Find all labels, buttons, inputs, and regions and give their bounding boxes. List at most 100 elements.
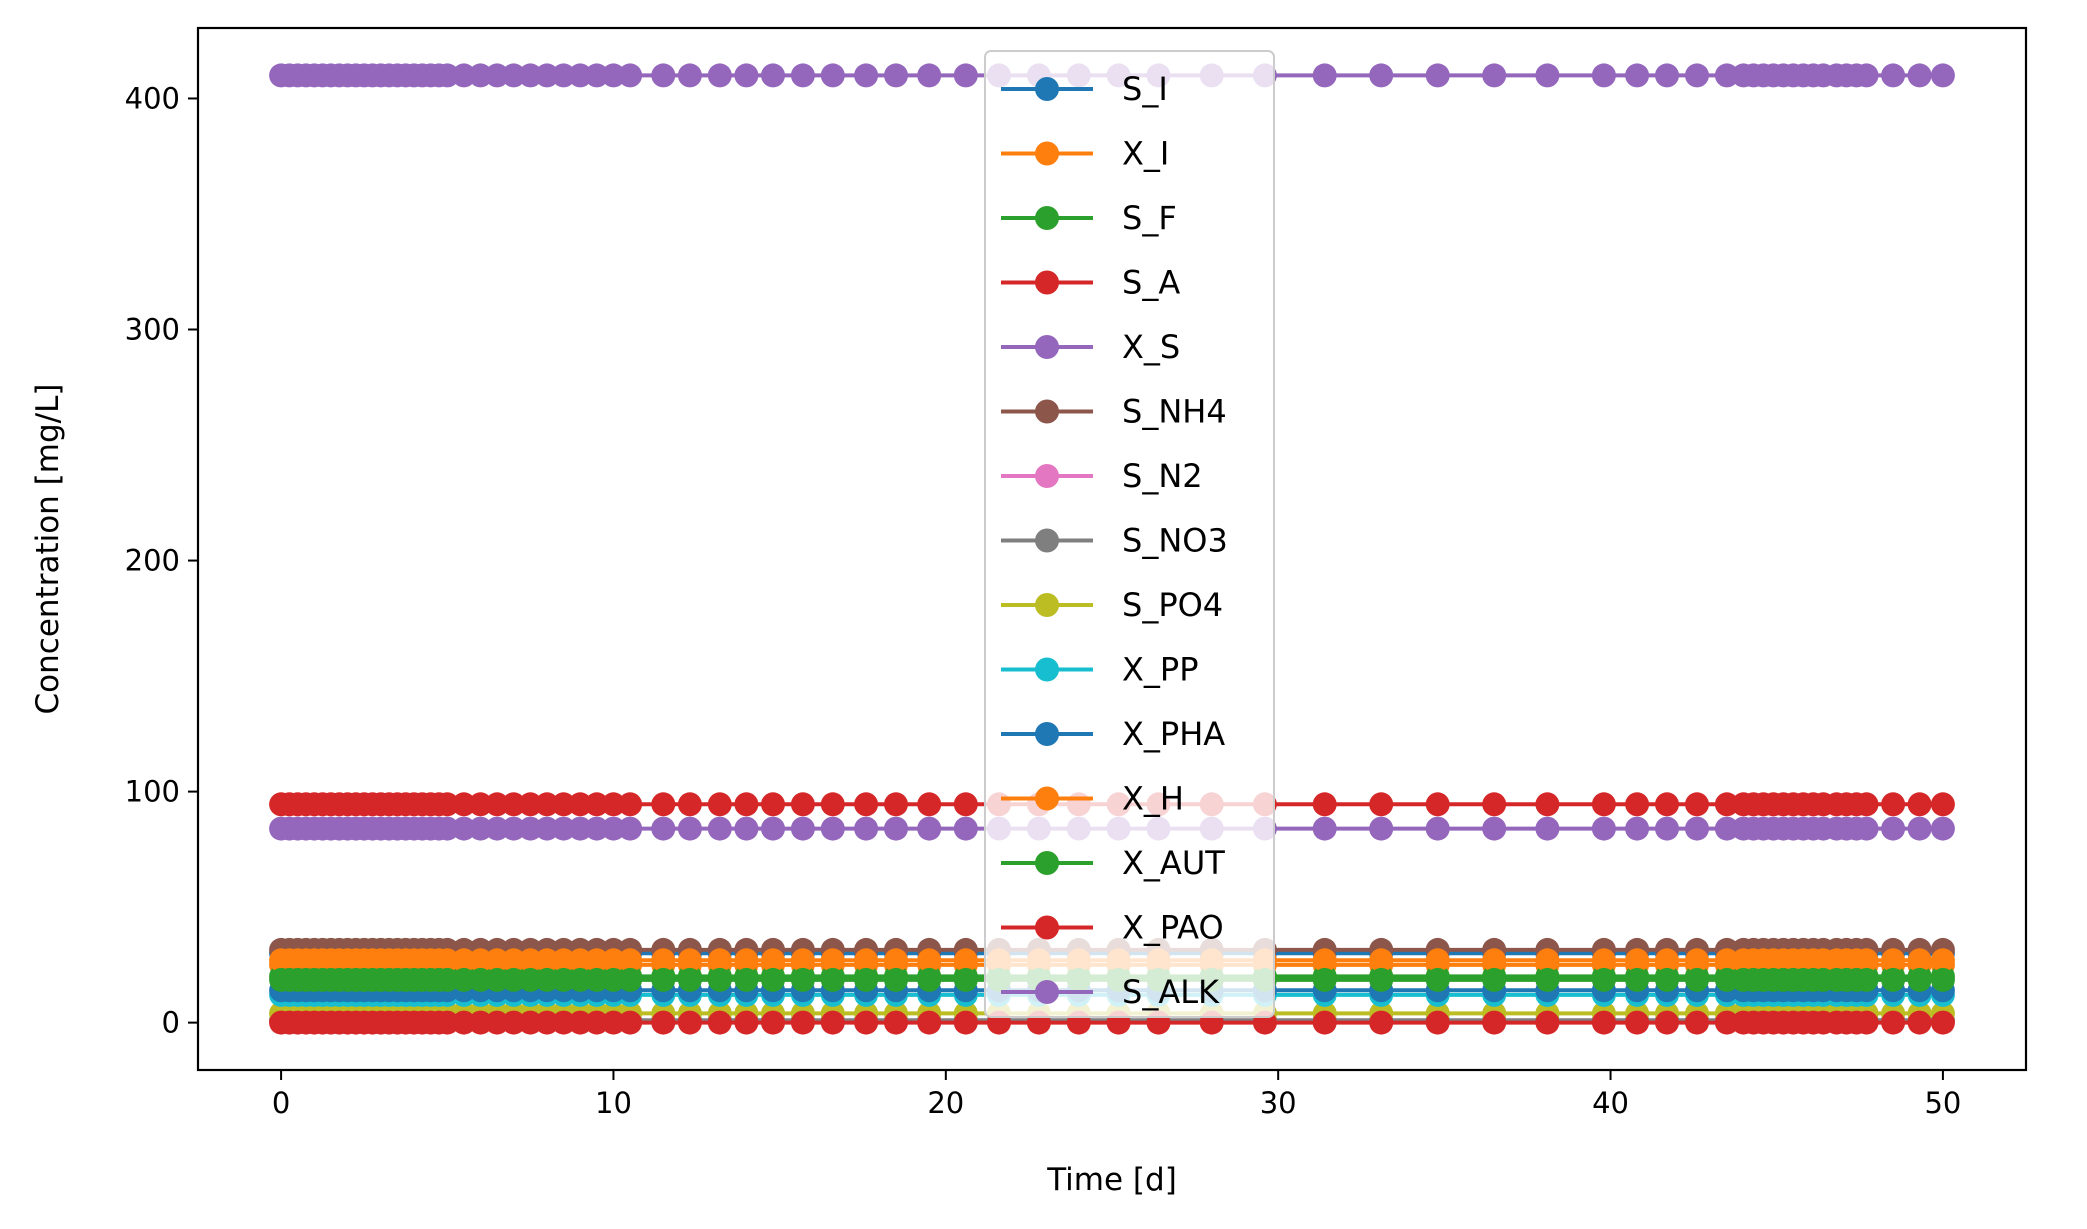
data-point — [1535, 63, 1560, 88]
data-point — [485, 63, 510, 88]
data-point — [601, 1010, 626, 1035]
data-point — [435, 816, 460, 841]
legend-box — [984, 50, 1275, 1018]
plot-frame — [196, 26, 2028, 1072]
data-point — [501, 967, 526, 992]
data-point — [1907, 1010, 1932, 1035]
data-point — [485, 948, 510, 973]
data-point — [618, 948, 643, 973]
data-point — [1482, 948, 1507, 973]
legend-entry: S_PO4 — [1001, 586, 1223, 624]
data-point — [1854, 967, 1879, 992]
legend-marker — [1035, 77, 1059, 101]
data-point — [568, 1010, 593, 1035]
data-point — [953, 948, 978, 973]
data-point — [734, 1010, 759, 1035]
data-point — [953, 792, 978, 817]
data-point — [1930, 816, 1955, 841]
data-point — [953, 1010, 978, 1035]
data-point — [451, 948, 476, 973]
legend-label: X_S — [1122, 328, 1180, 366]
data-point — [551, 1010, 576, 1035]
data-point — [677, 1010, 702, 1035]
data-point — [435, 1010, 460, 1035]
legend-entry: S_NH4 — [1001, 393, 1227, 431]
data-point — [820, 967, 845, 992]
data-point — [820, 816, 845, 841]
data-point — [1907, 948, 1932, 973]
data-point — [884, 1010, 908, 1035]
y-tick-label: 200 — [125, 544, 180, 578]
data-point — [1655, 816, 1679, 841]
legend-marker — [1035, 141, 1059, 166]
legend-entry: S_F — [1001, 199, 1177, 237]
data-point — [1714, 792, 1739, 817]
data-point — [551, 967, 576, 992]
data-point — [535, 1010, 559, 1035]
data-point — [917, 1010, 942, 1035]
data-point — [1655, 967, 1679, 992]
data-point — [568, 948, 593, 973]
legend-marker — [1035, 915, 1059, 940]
data-point — [601, 967, 626, 992]
data-point — [1854, 792, 1879, 817]
plot-area — [269, 63, 1955, 1035]
data-point — [485, 792, 510, 817]
series-S_ALK — [269, 816, 1955, 841]
data-point — [1591, 967, 1616, 992]
data-point — [535, 948, 559, 973]
legend-label: S_N2 — [1122, 457, 1203, 495]
x-tick-label: 0 — [272, 1086, 290, 1120]
data-point — [1907, 63, 1932, 88]
legend-label: S_NO3 — [1122, 522, 1228, 560]
data-point — [1881, 967, 1906, 992]
data-point — [1655, 948, 1679, 973]
data-point — [1930, 1010, 1955, 1035]
data-point — [1930, 63, 1955, 88]
data-point — [1482, 792, 1507, 817]
data-point — [468, 792, 493, 817]
data-point — [1425, 1010, 1450, 1035]
legend-label: S_F — [1122, 199, 1177, 237]
data-point — [601, 792, 626, 817]
data-point — [451, 792, 476, 817]
data-point — [1685, 1010, 1709, 1035]
data-point — [790, 63, 815, 88]
legend-marker — [1035, 593, 1059, 617]
data-point — [501, 1010, 526, 1035]
data-point — [820, 1010, 845, 1035]
legend-entry: S_NO3 — [1001, 522, 1228, 560]
y-tick-label: 300 — [125, 313, 180, 347]
data-point — [451, 1010, 476, 1035]
data-point — [468, 1010, 493, 1035]
data-point — [677, 967, 702, 992]
data-point — [953, 63, 978, 88]
data-point — [1714, 1010, 1739, 1035]
data-point — [1591, 792, 1616, 817]
data-point — [1369, 792, 1394, 817]
data-point — [1591, 816, 1616, 841]
data-point — [1881, 948, 1906, 973]
data-point — [854, 1010, 879, 1035]
data-point — [468, 948, 493, 973]
data-point — [1482, 1010, 1507, 1035]
data-point — [790, 792, 815, 817]
data-point — [1535, 1010, 1560, 1035]
data-point — [568, 816, 593, 841]
data-point — [435, 63, 460, 88]
data-point — [501, 948, 526, 973]
legend-marker — [1035, 657, 1059, 682]
data-point — [568, 63, 593, 88]
data-point — [451, 63, 476, 88]
data-point — [518, 792, 543, 817]
legend-entry: S_ALK — [1001, 973, 1220, 1011]
data-point — [1312, 948, 1337, 973]
legend-marker — [1035, 335, 1059, 359]
data-point — [551, 63, 576, 88]
data-point — [790, 816, 815, 841]
data-point — [485, 967, 510, 992]
data-point — [884, 948, 908, 973]
data-point — [535, 792, 559, 817]
data-point — [917, 816, 942, 841]
